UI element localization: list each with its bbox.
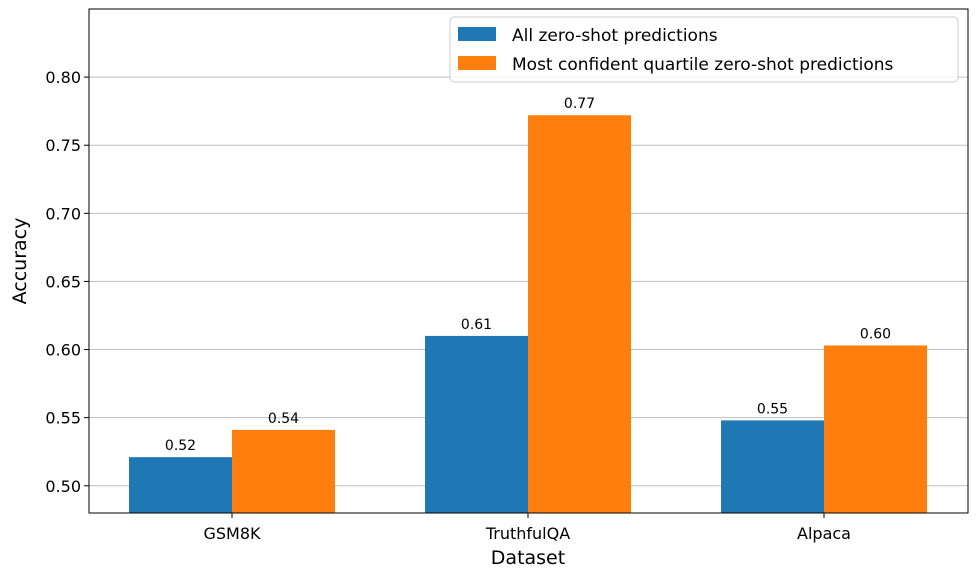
y-tick-label: 0.70 <box>45 204 81 223</box>
x-axis-ticks: GSM8K TruthfulQA Alpaca <box>203 513 851 543</box>
x-axis-title: Dataset <box>491 547 565 569</box>
data-label: 0.60 <box>860 326 891 342</box>
x-tick-label: Alpaca <box>797 524 851 543</box>
legend-swatch-all <box>458 27 496 41</box>
x-tick-label: TruthfulQA <box>485 524 570 543</box>
legend-swatch-confident <box>458 56 496 70</box>
legend-label-confident: Most confident quartile zero-shot predic… <box>512 55 894 75</box>
data-label: 0.52 <box>165 438 196 454</box>
legend-label-all: All zero-shot predictions <box>512 26 718 46</box>
x-tick-label: GSM8K <box>203 524 261 543</box>
data-labels: 0.52 0.54 0.61 0.77 0.55 0.60 <box>165 96 891 454</box>
data-label: 0.54 <box>268 411 299 427</box>
bars <box>129 115 927 513</box>
y-tick-label: 0.75 <box>45 136 81 155</box>
bar-all-truthfulqa <box>425 335 528 513</box>
legend-box <box>449 16 959 83</box>
legend: All zero-shot predictions Most confident… <box>449 16 959 83</box>
bar-all-alpaca <box>721 420 824 513</box>
data-label: 0.61 <box>461 317 492 333</box>
y-tick-label: 0.60 <box>45 341 81 360</box>
y-tick-label: 0.50 <box>45 477 81 496</box>
bar-all-gsm8k <box>129 457 232 513</box>
data-label: 0.55 <box>757 401 788 417</box>
y-axis-title: Accuracy <box>9 218 31 305</box>
y-tick-label: 0.65 <box>45 272 81 291</box>
bar-confident-gsm8k <box>232 429 335 513</box>
y-axis-ticks: 0.50 0.55 0.60 0.65 0.70 0.75 0.80 <box>45 68 89 496</box>
y-tick-label: 0.55 <box>45 409 81 428</box>
bar-confident-alpaca <box>824 345 927 513</box>
data-label: 0.77 <box>564 96 595 112</box>
y-tick-label: 0.80 <box>45 68 81 87</box>
bar-confident-truthfulqa <box>528 115 631 513</box>
